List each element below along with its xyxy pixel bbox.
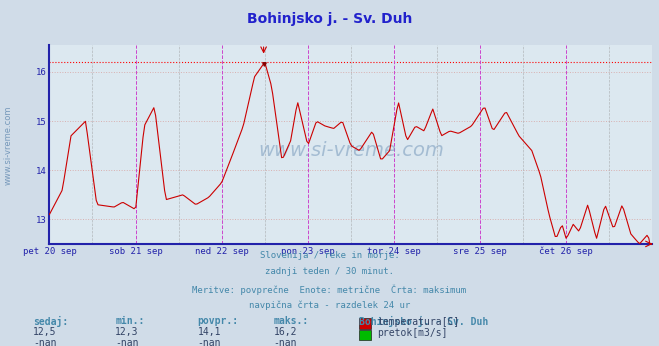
Text: 12,3: 12,3 [115,327,139,337]
Text: www.si-vreme.com: www.si-vreme.com [3,106,13,185]
Text: Bohinjsko j. - Sv. Duh: Bohinjsko j. - Sv. Duh [247,12,412,26]
Text: temperatura[C]: temperatura[C] [378,317,460,327]
Text: povpr.:: povpr.: [198,316,239,326]
Text: min.:: min.: [115,316,145,326]
Text: 12,5: 12,5 [33,327,57,337]
Text: Bohinjsko j. - Sv. Duh: Bohinjsko j. - Sv. Duh [359,316,488,327]
Text: -nan: -nan [273,338,297,346]
Text: -nan: -nan [33,338,57,346]
Text: Meritve: povprečne  Enote: metrične  Črta: maksimum: Meritve: povprečne Enote: metrične Črta:… [192,284,467,294]
Text: www.si-vreme.com: www.si-vreme.com [258,141,444,160]
Text: Slovenija / reke in morje.: Slovenija / reke in morje. [260,251,399,260]
Text: 14,1: 14,1 [198,327,221,337]
Text: zadnji teden / 30 minut.: zadnji teden / 30 minut. [265,267,394,276]
Text: -nan: -nan [115,338,139,346]
Text: pretok[m3/s]: pretok[m3/s] [378,328,448,338]
Text: maks.:: maks.: [273,316,308,326]
Text: sedaj:: sedaj: [33,316,68,327]
Text: 16,2: 16,2 [273,327,297,337]
Text: -nan: -nan [198,338,221,346]
Text: navpična črta - razdelek 24 ur: navpična črta - razdelek 24 ur [249,301,410,310]
